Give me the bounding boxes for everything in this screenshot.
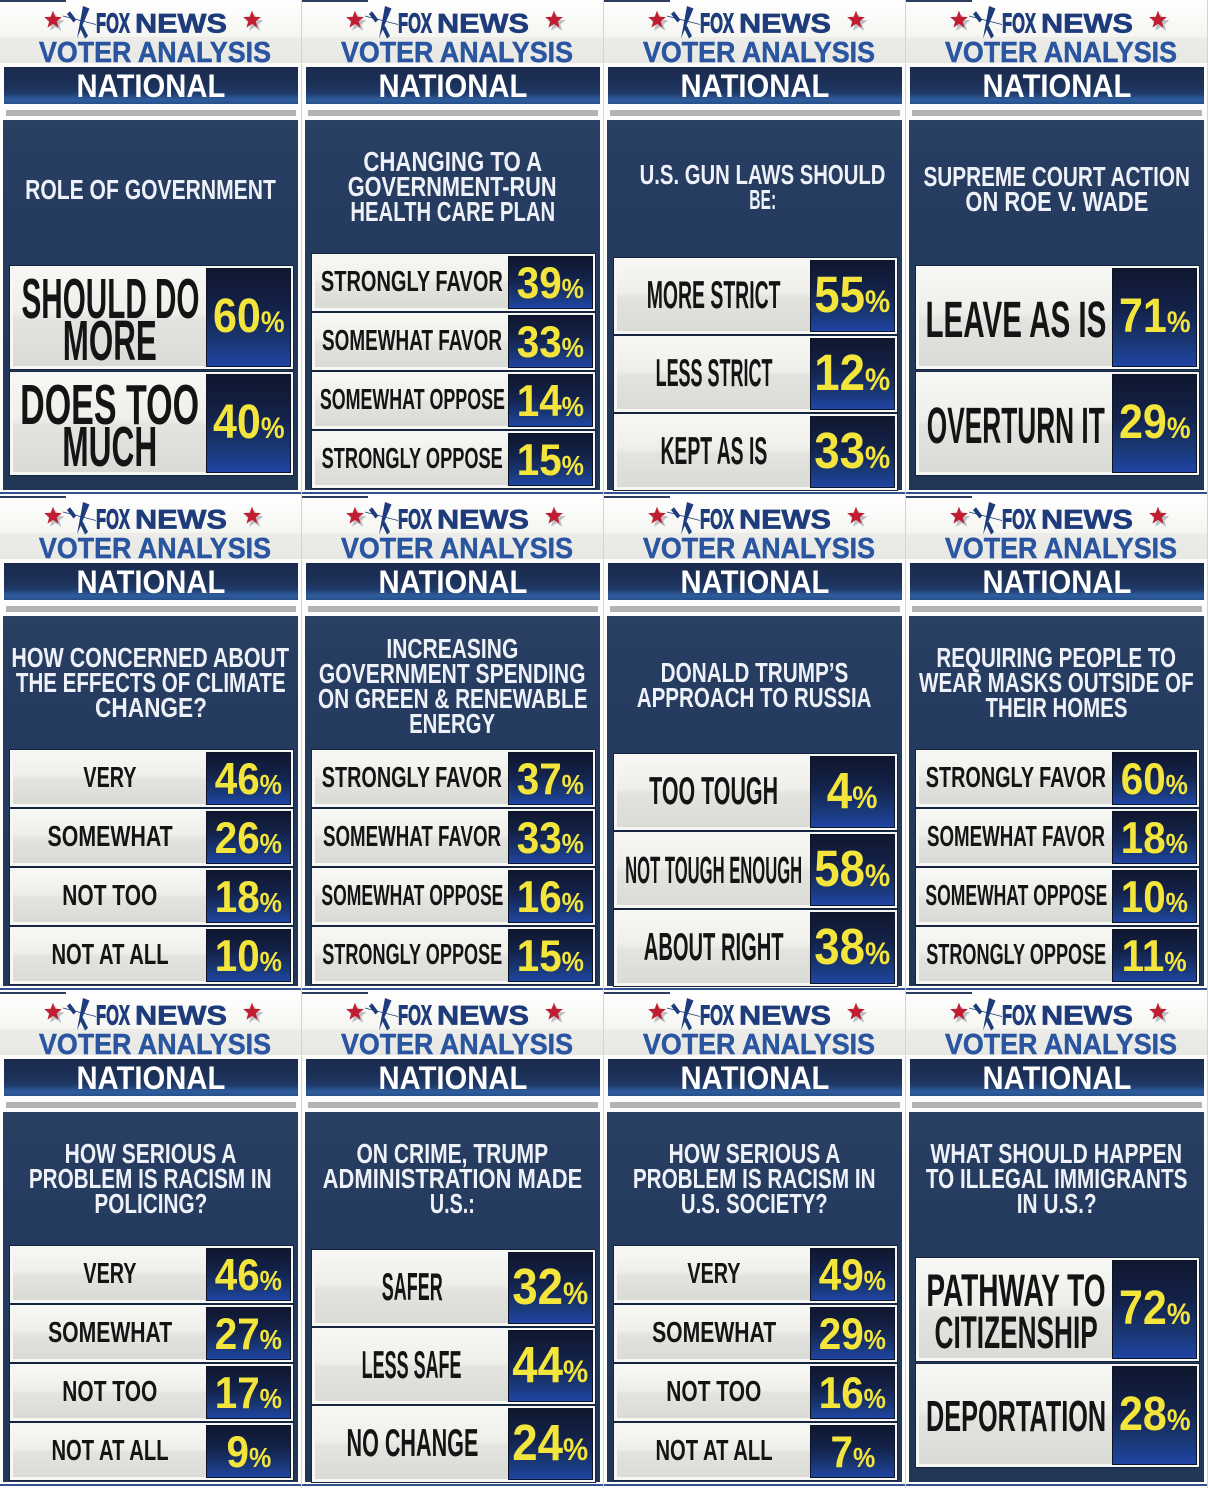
svg-text:NEWS: NEWS	[135, 505, 227, 535]
svg-text:FOX: FOX	[1002, 503, 1036, 535]
svg-text:FOX: FOX	[1002, 999, 1036, 1031]
svg-text:VOTER ANALYSIS: VOTER ANALYSIS	[341, 532, 573, 563]
svg-text:VOTER ANALYSIS: VOTER ANALYSIS	[39, 1028, 271, 1059]
svg-text:FOX: FOX	[96, 999, 130, 1031]
svg-text:NEWS: NEWS	[437, 505, 529, 535]
svg-text:NEWS: NEWS	[739, 9, 831, 39]
svg-text:NEWS: NEWS	[437, 1001, 529, 1031]
svg-text:NEWS: NEWS	[739, 1001, 831, 1031]
svg-text:FOX: FOX	[700, 7, 734, 39]
svg-text:VOTER ANALYSIS: VOTER ANALYSIS	[39, 532, 271, 563]
svg-text:NEWS: NEWS	[135, 1001, 227, 1031]
svg-text:NEWS: NEWS	[739, 505, 831, 535]
svg-text:NEWS: NEWS	[1041, 9, 1133, 39]
svg-text:VOTER ANALYSIS: VOTER ANALYSIS	[341, 36, 573, 67]
svg-text:FOX: FOX	[700, 999, 734, 1031]
svg-text:FOX: FOX	[96, 7, 130, 39]
svg-text:FOX: FOX	[96, 503, 130, 535]
svg-text:VOTER ANALYSIS: VOTER ANALYSIS	[945, 36, 1177, 67]
svg-text:FOX: FOX	[398, 503, 432, 535]
svg-text:FOX: FOX	[398, 999, 432, 1031]
svg-text:FOX: FOX	[700, 503, 734, 535]
svg-text:VOTER ANALYSIS: VOTER ANALYSIS	[643, 36, 875, 67]
svg-text:FOX: FOX	[1002, 7, 1036, 39]
svg-text:VOTER ANALYSIS: VOTER ANALYSIS	[945, 1028, 1177, 1059]
svg-text:FOX: FOX	[398, 7, 432, 39]
svg-text:NEWS: NEWS	[1041, 1001, 1133, 1031]
svg-text:VOTER ANALYSIS: VOTER ANALYSIS	[341, 1028, 573, 1059]
svg-text:VOTER ANALYSIS: VOTER ANALYSIS	[643, 532, 875, 563]
svg-text:VOTER ANALYSIS: VOTER ANALYSIS	[39, 36, 271, 67]
svg-text:NEWS: NEWS	[1041, 505, 1133, 535]
svg-text:VOTER ANALYSIS: VOTER ANALYSIS	[945, 532, 1177, 563]
svg-text:VOTER ANALYSIS: VOTER ANALYSIS	[643, 1028, 875, 1059]
svg-text:NEWS: NEWS	[437, 9, 529, 39]
svg-text:NEWS: NEWS	[135, 9, 227, 39]
